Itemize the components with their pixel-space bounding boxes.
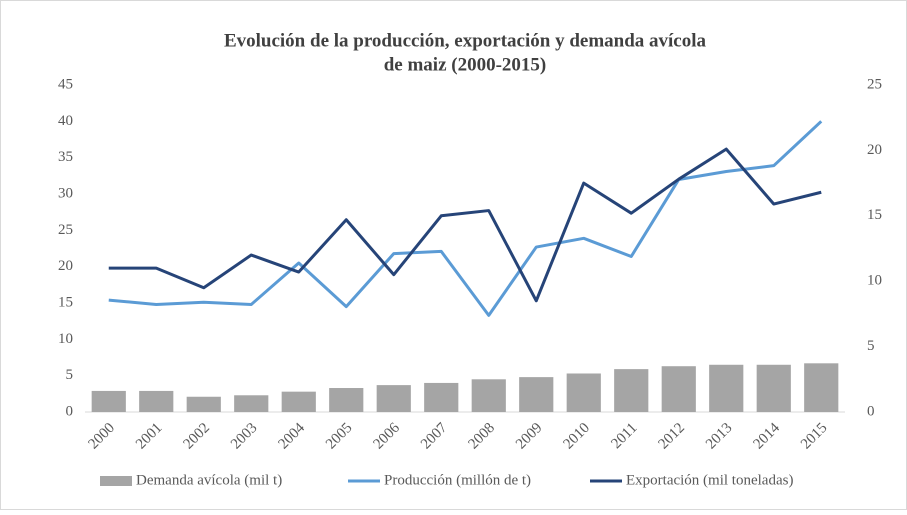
legend-swatch bbox=[100, 476, 132, 486]
y2-tick-label: 5 bbox=[867, 338, 875, 354]
line bbox=[108, 147, 822, 303]
y2-tick-label: 25 bbox=[867, 76, 882, 92]
y-tick-label: 0 bbox=[66, 403, 74, 419]
bar bbox=[91, 390, 126, 412]
bar bbox=[424, 382, 459, 412]
y2-tick-label: 20 bbox=[867, 142, 882, 158]
y-tick-label: 40 bbox=[58, 113, 73, 129]
y-tick-label: 30 bbox=[58, 185, 73, 201]
bar bbox=[661, 366, 696, 412]
y-tick-label: 10 bbox=[58, 331, 73, 347]
y2-tick-label: 15 bbox=[867, 207, 882, 223]
bar bbox=[376, 385, 411, 412]
bar bbox=[804, 363, 839, 412]
y-tick-label: 15 bbox=[58, 294, 73, 310]
y-tick-label: 25 bbox=[58, 222, 73, 238]
y-tick-label: 35 bbox=[58, 149, 73, 165]
line bbox=[108, 120, 823, 317]
legend-label: Demanda avícola (mil t) bbox=[136, 472, 282, 488]
y2-tick-label: 10 bbox=[867, 273, 882, 289]
bar bbox=[234, 395, 269, 412]
bar bbox=[186, 396, 221, 412]
bar bbox=[519, 377, 554, 412]
bar bbox=[329, 388, 364, 412]
bar bbox=[139, 390, 174, 412]
bar bbox=[281, 391, 316, 412]
bar bbox=[566, 373, 601, 412]
bar bbox=[471, 379, 506, 412]
y-tick-label: 20 bbox=[58, 258, 73, 274]
legend-label: Exportación (mil toneladas) bbox=[626, 472, 793, 488]
legend-label: Producción (millón de t) bbox=[384, 472, 531, 488]
y-tick-label: 45 bbox=[58, 76, 73, 92]
bar bbox=[756, 364, 791, 412]
y2-tick-label: 0 bbox=[867, 403, 875, 419]
chart-title: Evolución de la producción, exportación … bbox=[224, 30, 707, 51]
bar bbox=[614, 369, 649, 412]
bar bbox=[709, 364, 744, 412]
y-tick-label: 5 bbox=[66, 367, 74, 383]
chart-title: de maiz (2000-2015) bbox=[384, 54, 547, 75]
